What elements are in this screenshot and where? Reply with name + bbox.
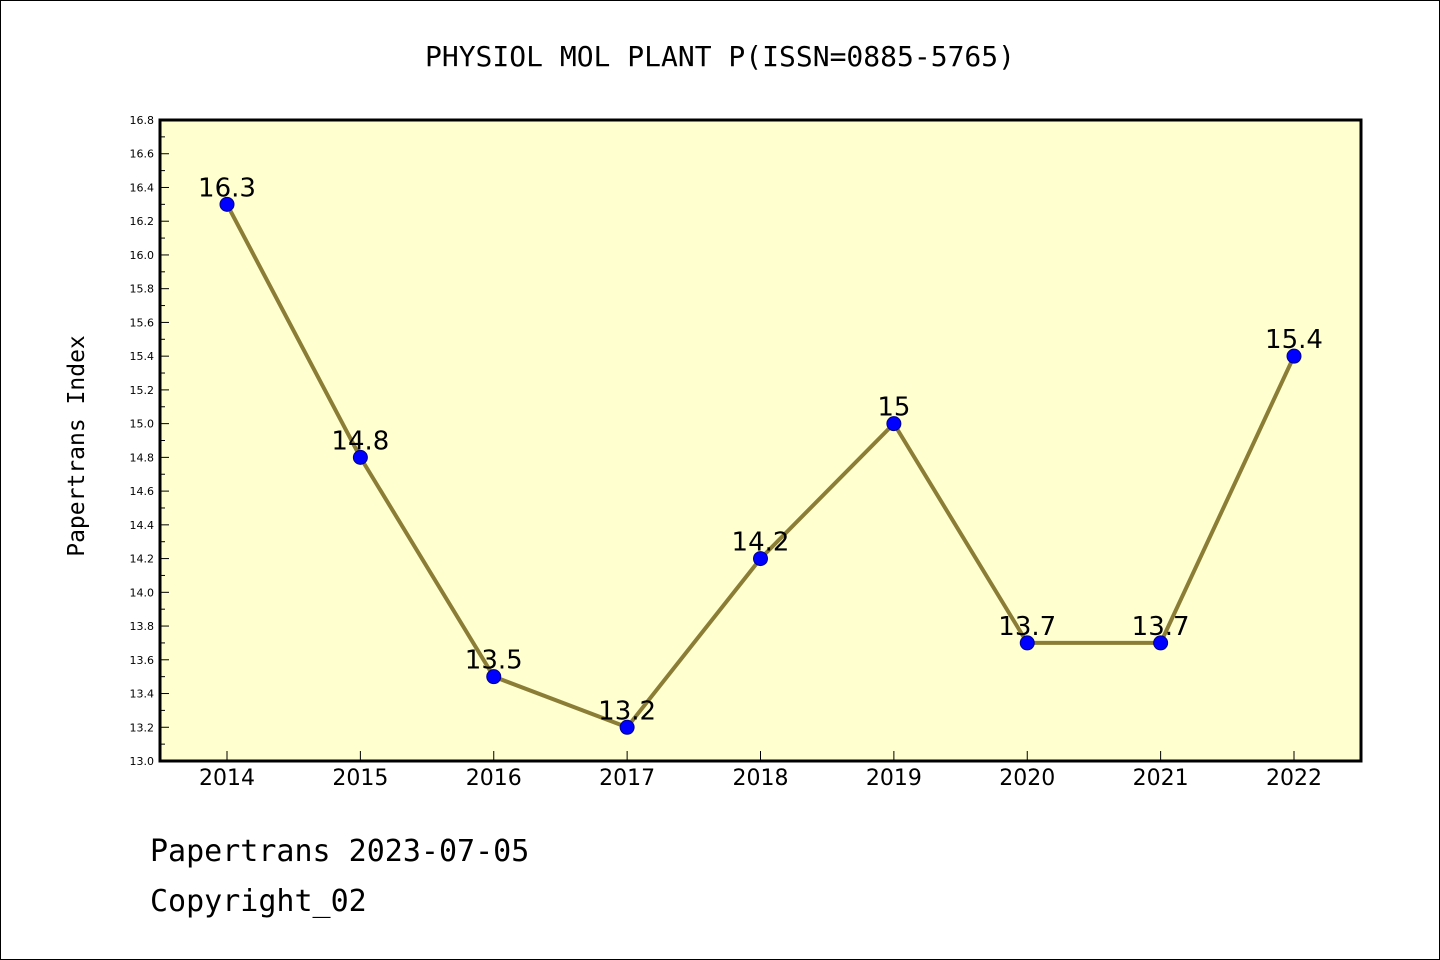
data-markers xyxy=(219,196,1302,735)
y-axis-title: Papertrans Index xyxy=(64,335,90,557)
data-label: 13.5 xyxy=(465,646,523,676)
y-tick-label: 13.8 xyxy=(130,620,155,633)
y-tick-label: 16.4 xyxy=(130,181,155,194)
data-label: 15 xyxy=(877,393,910,423)
data-labels: 16.3 14.8 13.5 13.2 14.2 15 13.7 13.7 15.4 xyxy=(198,173,1323,726)
x-tick-label: 2019 xyxy=(866,766,922,791)
x-tick-label: 2015 xyxy=(332,766,388,791)
data-point xyxy=(352,449,368,465)
x-tick-label: 2014 xyxy=(199,766,255,791)
x-tick-label: 2017 xyxy=(599,766,655,791)
x-tick-label: 2018 xyxy=(733,766,789,791)
y-tick-label: 14.2 xyxy=(130,553,155,566)
y-tick-label: 13.2 xyxy=(130,721,155,734)
y-tick-label: 15.6 xyxy=(130,316,155,329)
x-tick-label: 2016 xyxy=(466,766,522,791)
plot-area xyxy=(158,118,1363,763)
data-point xyxy=(486,669,502,685)
y-tick-label: 15.0 xyxy=(130,418,155,431)
y-tick-label: 15.4 xyxy=(130,350,155,363)
x-axis: 2014 2015 2016 2017 2018 2019 2020 2021 2022 xyxy=(199,751,1322,791)
data-label: 13.7 xyxy=(998,612,1056,642)
footer-date: Papertrans 2023-07-05 xyxy=(150,834,530,869)
data-label: 16.3 xyxy=(198,173,256,203)
data-point xyxy=(219,196,235,212)
data-point xyxy=(1153,635,1169,651)
data-point xyxy=(886,416,902,432)
data-label: 14.2 xyxy=(732,528,790,558)
y-tick-label: 14.6 xyxy=(130,485,155,498)
y-tick-label: 15.8 xyxy=(130,283,155,296)
x-tick-label: 2022 xyxy=(1266,766,1322,791)
y-tick-label: 16.6 xyxy=(130,148,155,161)
y-tick-label: 14.0 xyxy=(130,586,155,599)
data-point xyxy=(1019,635,1035,651)
data-point xyxy=(753,551,768,567)
footer-copyright: Copyright_02 xyxy=(150,884,367,919)
y-tick-label: 13.4 xyxy=(130,688,155,701)
data-point xyxy=(619,719,635,735)
y-tick-label: 16.2 xyxy=(130,215,155,228)
data-label: 14.8 xyxy=(331,426,389,456)
y-tick-label: 14.4 xyxy=(130,519,155,532)
y-axis: 13.0 13.2 13.4 13.6 13.8 14.0 14.2 14.4 14.6 14.8… xyxy=(130,114,169,768)
data-label: 13.2 xyxy=(598,696,656,726)
x-tick-label: 2021 xyxy=(1133,766,1189,791)
y-tick-label: 15.2 xyxy=(130,384,155,397)
x-tick-label: 2020 xyxy=(999,766,1055,791)
y-tick-label: 13.0 xyxy=(130,755,155,768)
data-label: 15.4 xyxy=(1265,325,1323,355)
y-tick-label: 16.8 xyxy=(130,114,155,127)
chart-title: PHYSIOL MOL PLANT P(ISSN=0885-5765) xyxy=(425,40,1015,73)
y-tick-label: 16.0 xyxy=(130,249,155,262)
data-label: 13.7 xyxy=(1132,612,1190,642)
y-tick-label: 13.6 xyxy=(130,654,155,667)
y-tick-label: 14.8 xyxy=(130,451,155,464)
data-point xyxy=(1286,348,1302,364)
